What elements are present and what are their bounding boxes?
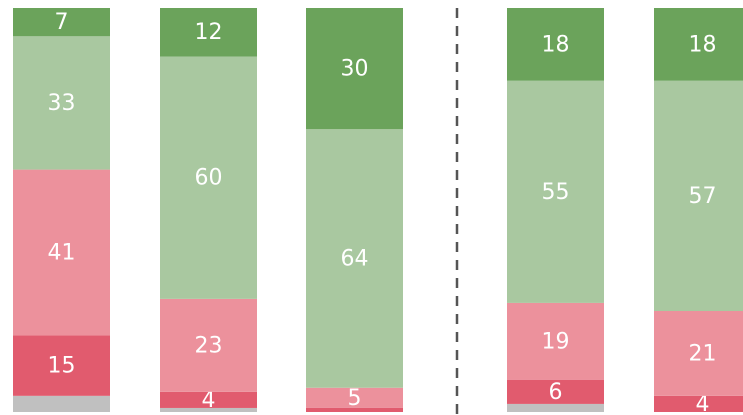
data-label: 6 <box>549 380 563 405</box>
data-label: 33 <box>48 91 76 116</box>
data-label: 15 <box>48 354 76 379</box>
bar-segment <box>160 298 257 392</box>
data-label: 12 <box>195 20 223 45</box>
data-label: 64 <box>341 246 369 271</box>
bar-segment <box>13 8 110 37</box>
data-label: 23 <box>195 333 223 358</box>
bar-segment <box>507 8 604 81</box>
bar-segment <box>306 407 403 412</box>
data-label: 57 <box>689 184 717 209</box>
data-label: 7 <box>55 10 69 35</box>
data-label: 19 <box>542 329 570 354</box>
data-label: 4 <box>202 388 216 413</box>
data-label: 55 <box>542 180 570 205</box>
data-label: 41 <box>48 240 76 265</box>
bar-segment <box>654 311 743 396</box>
data-label: 18 <box>542 32 570 57</box>
bar-segment <box>306 387 403 408</box>
bar-segment <box>160 407 257 412</box>
bar-segment <box>654 395 743 412</box>
data-label: 5 <box>348 386 362 411</box>
data-label: 21 <box>689 341 717 366</box>
bar-segment <box>13 335 110 396</box>
bar-segment <box>507 80 604 303</box>
bar-segment <box>507 379 604 404</box>
bar-segment <box>160 8 257 57</box>
bar-segment <box>160 391 257 408</box>
data-label: 18 <box>689 32 717 57</box>
bar-segment <box>306 129 403 388</box>
bar-segment <box>507 302 604 380</box>
bar-segment <box>13 169 110 336</box>
bar-segment <box>654 8 743 81</box>
bar-segment <box>13 395 110 412</box>
data-label: 4 <box>696 392 710 415</box>
bar-segment <box>654 80 743 311</box>
bar-segment <box>306 8 403 130</box>
bar-segment <box>160 56 257 299</box>
bar-segment <box>507 403 604 412</box>
data-label: 60 <box>195 166 223 191</box>
data-label: 30 <box>341 57 369 82</box>
bar-segment <box>13 36 110 170</box>
